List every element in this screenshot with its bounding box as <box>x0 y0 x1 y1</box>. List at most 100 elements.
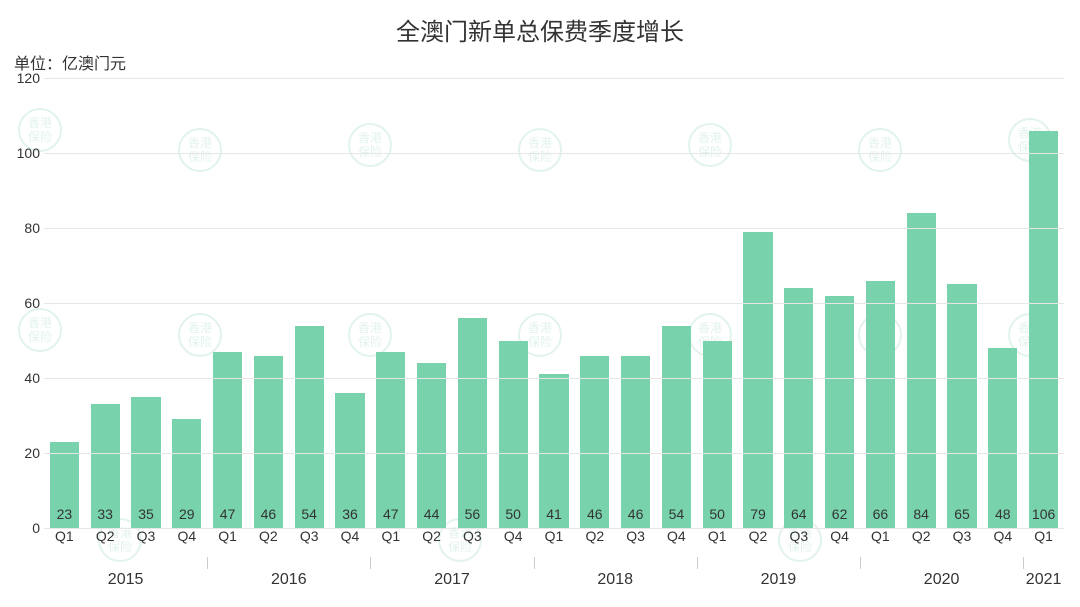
bar-value-label: 46 <box>254 506 283 522</box>
quarter-label: Q1 <box>55 528 74 544</box>
bar-value-label: 65 <box>947 506 976 522</box>
quarter-label: Q3 <box>789 528 808 544</box>
bar: 46 <box>580 356 609 529</box>
bar: 46 <box>621 356 650 529</box>
bar: 65 <box>947 284 976 528</box>
bar-value-label: 35 <box>131 506 160 522</box>
bar-value-label: 41 <box>539 506 568 522</box>
quarter-label: Q3 <box>137 528 156 544</box>
bar-value-label: 56 <box>458 506 487 522</box>
quarter-label: Q1 <box>1034 528 1053 544</box>
year-separator-tick <box>860 557 861 569</box>
bar-value-label: 46 <box>580 506 609 522</box>
bar-value-label: 50 <box>703 506 732 522</box>
gridline <box>44 153 1064 154</box>
quarter-label: Q4 <box>993 528 1012 544</box>
year-label: 2019 <box>761 565 797 589</box>
quarter-label: Q4 <box>341 528 360 544</box>
y-tick-label: 40 <box>10 370 40 386</box>
bar: 56 <box>458 318 487 528</box>
quarter-label: Q1 <box>381 528 400 544</box>
quarter-label: Q2 <box>96 528 115 544</box>
bar: 46 <box>254 356 283 529</box>
bar: 36 <box>335 393 364 528</box>
year-label: 2021 <box>1026 565 1062 589</box>
bar: 50 <box>703 341 732 529</box>
gridline <box>44 453 1064 454</box>
quarter-label: Q3 <box>953 528 972 544</box>
bar: 62 <box>825 296 854 529</box>
year-separator-tick <box>207 557 208 569</box>
quarter-label: Q4 <box>504 528 523 544</box>
chart-title: 全澳门新单总保费季度增长 <box>0 12 1080 47</box>
quarter-label: Q4 <box>667 528 686 544</box>
bar: 106 <box>1029 131 1058 529</box>
bar: 33 <box>91 404 120 528</box>
bar-value-label: 79 <box>743 506 772 522</box>
bar: 23 <box>50 442 79 528</box>
quarter-label: Q3 <box>300 528 319 544</box>
bar-value-label: 84 <box>907 506 936 522</box>
bar-value-label: 54 <box>295 506 324 522</box>
bar-value-label: 47 <box>213 506 242 522</box>
quarter-label: Q2 <box>422 528 441 544</box>
bar: 35 <box>131 397 160 528</box>
bar-value-label: 62 <box>825 506 854 522</box>
year-label: 2017 <box>434 565 470 589</box>
y-tick-label: 100 <box>10 145 40 161</box>
quarter-label: Q4 <box>830 528 849 544</box>
quarter-label: Q4 <box>177 528 196 544</box>
bar-value-label: 47 <box>376 506 405 522</box>
bar-value-label: 54 <box>662 506 691 522</box>
year-label: 2015 <box>108 565 144 589</box>
year-separator-tick <box>370 557 371 569</box>
bar: 64 <box>784 288 813 528</box>
year-separator-tick <box>534 557 535 569</box>
year-label: 2016 <box>271 565 307 589</box>
y-tick-label: 60 <box>10 295 40 311</box>
bar-value-label: 106 <box>1029 506 1058 522</box>
quarter-label: Q3 <box>463 528 482 544</box>
gridline <box>44 378 1064 379</box>
bar-value-label: 36 <box>335 506 364 522</box>
bar-value-label: 23 <box>50 506 79 522</box>
y-tick-label: 20 <box>10 445 40 461</box>
bar: 84 <box>907 213 936 528</box>
bar-value-label: 29 <box>172 506 201 522</box>
year-label: 2020 <box>924 565 960 589</box>
bar-value-label: 44 <box>417 506 446 522</box>
y-tick-label: 0 <box>10 520 40 536</box>
bar-value-label: 48 <box>988 506 1017 522</box>
bar: 54 <box>295 326 324 529</box>
y-tick-label: 80 <box>10 220 40 236</box>
quarter-label: Q1 <box>708 528 727 544</box>
bar: 41 <box>539 374 568 528</box>
quarter-label: Q1 <box>545 528 564 544</box>
quarter-label: Q1 <box>871 528 890 544</box>
y-tick-label: 120 <box>10 70 40 86</box>
bar: 66 <box>866 281 895 529</box>
bar-value-label: 46 <box>621 506 650 522</box>
quarter-label: Q2 <box>912 528 931 544</box>
bar: 44 <box>417 363 446 528</box>
plot-area: 23 33 35 29 47 46 54 36 47 44 56 50 41 46 46 54 50 79 64 62… <box>44 78 1064 528</box>
bar: 50 <box>499 341 528 529</box>
bar-value-label: 64 <box>784 506 813 522</box>
gridline <box>44 228 1064 229</box>
bar: 79 <box>743 232 772 528</box>
year-separator-tick <box>1023 557 1024 569</box>
quarter-label: Q2 <box>585 528 604 544</box>
bar: 29 <box>172 419 201 528</box>
chart-container: 香港保险香港保险香港保险香港保险香港保险香港保险香港保险香港保险香港保险香港保险… <box>0 0 1080 607</box>
quarter-label: Q2 <box>749 528 768 544</box>
gridline <box>44 78 1064 79</box>
bar-value-label: 33 <box>91 506 120 522</box>
bar: 48 <box>988 348 1017 528</box>
gridline <box>44 303 1064 304</box>
quarter-label: Q3 <box>626 528 645 544</box>
quarter-label: Q1 <box>218 528 237 544</box>
bar-value-label: 50 <box>499 506 528 522</box>
year-label: 2018 <box>597 565 633 589</box>
bar: 54 <box>662 326 691 529</box>
quarter-label: Q2 <box>259 528 278 544</box>
